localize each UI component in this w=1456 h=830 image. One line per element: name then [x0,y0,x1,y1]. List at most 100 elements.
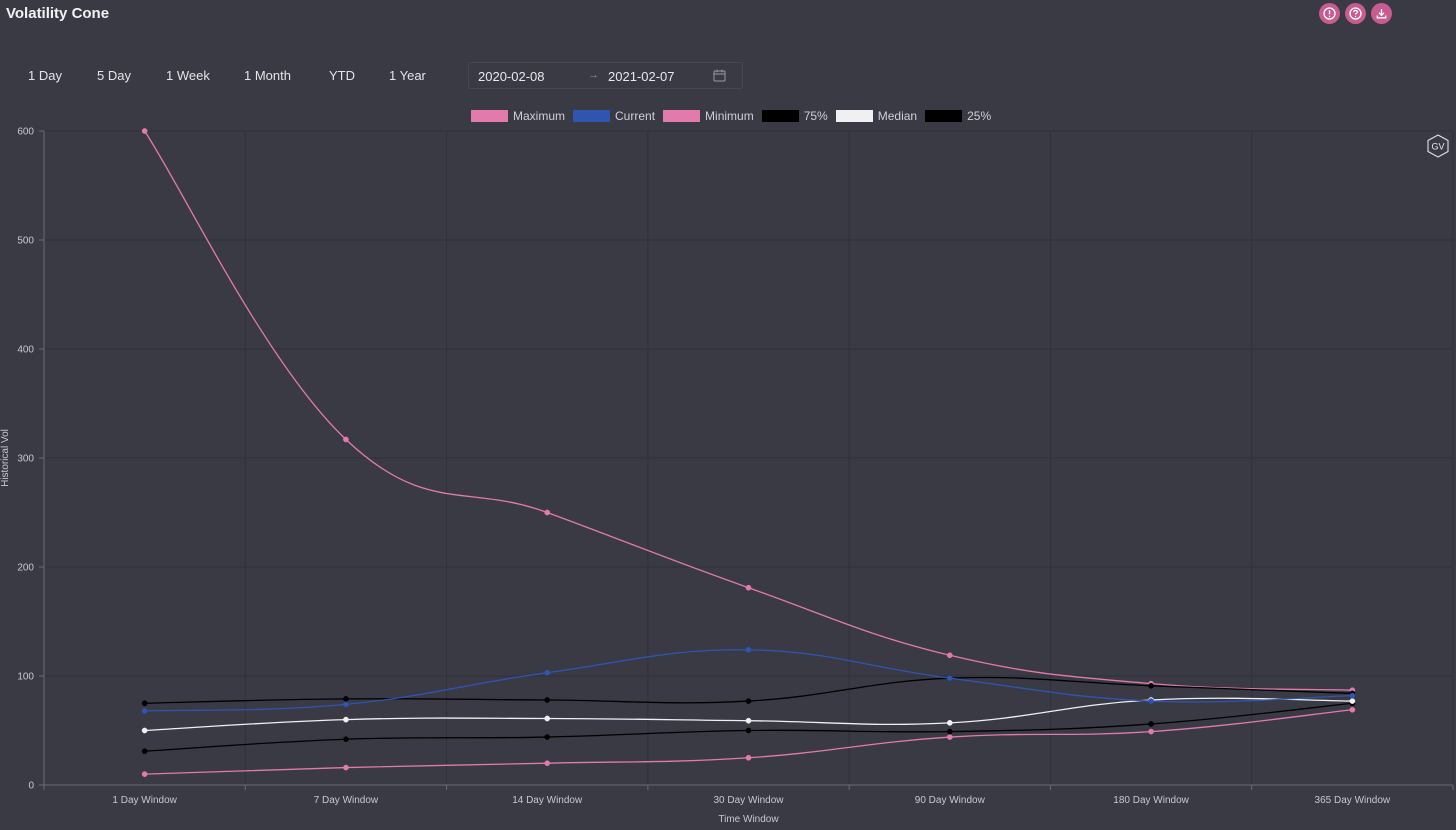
data-point-median [343,716,349,723]
legend-swatch [835,110,873,122]
legend-item-current[interactable]: Current [573,109,655,123]
data-point-maximum [544,509,551,516]
x-tick-label: 30 Day Window [713,795,784,806]
x-axis-title: Time Window [718,814,779,825]
range-ytd-button[interactable]: YTD [329,68,355,83]
data-point-current [1148,698,1154,704]
range-1-year-button[interactable]: 1 Year [389,68,426,83]
data-point-25pct [745,727,752,734]
data-point-maximum [1148,680,1154,687]
legend-swatch [573,110,611,122]
x-tick-label: 365 Day Window [1315,795,1391,806]
info-button[interactable] [1319,3,1340,24]
header-actions [1319,3,1392,24]
data-point-maximum [946,652,953,659]
y-axis-title: Historical Vol [0,429,11,487]
x-tick-label: 7 Day Window [314,795,379,806]
gv-badge-label: GV [1431,142,1444,152]
info-icon [1323,7,1336,20]
data-point-minimum [343,764,349,771]
x-tick-label: 90 Day Window [915,795,986,806]
gv-badge[interactable]: GV [1427,134,1449,158]
help-icon [1349,7,1362,20]
legend-label: 25% [967,109,992,123]
legend-item-maximum[interactable]: Maximum [471,109,565,123]
data-point-75pct [141,700,148,707]
x-tick-label: 180 Day Window [1113,795,1189,806]
data-point-minimum [1148,728,1154,735]
data-point-current [946,675,953,682]
chart-legend: Maximum Current Minimum 75% Median 25% [471,109,999,123]
series-line-maximum [144,130,1353,691]
data-point-75pct [946,675,953,682]
calendar-icon[interactable] [713,69,726,82]
x-tick-label: 1 Day Window [112,795,177,806]
data-point-maximum [343,436,349,443]
legend-label: 75% [803,109,828,123]
data-point-median [1349,698,1356,704]
end-date-input[interactable]: 2021-02-07 [608,69,675,84]
legend-label: Median [877,109,918,123]
legend-label: Current [615,109,656,123]
data-point-maximum [1349,687,1356,694]
data-point-25pct [343,736,349,743]
data-point-25pct [1148,721,1154,727]
y-tick-label: 200 [17,563,34,574]
legend-label: Minimum [705,109,754,123]
date-range-picker[interactable]: 2020-02-08 → 2021-02-07 [468,62,743,89]
data-point-75pct [544,697,551,703]
download-icon [1376,9,1387,19]
y-tick-label: 100 [17,672,34,683]
data-point-minimum [141,771,148,777]
data-point-minimum [544,760,551,767]
data-point-minimum [745,754,752,761]
data-point-75pct [343,696,349,702]
y-tick-label: 0 [28,781,34,792]
legend-swatch [761,110,799,122]
page-title: Volatility Cone [6,5,110,22]
legend-item-median[interactable]: Median [835,109,918,123]
range-1-month-button[interactable]: 1 Month [244,68,291,83]
data-point-median [946,720,953,726]
legend-swatch [471,110,508,122]
legend-item-25pct[interactable]: 25% [925,109,991,123]
date-separator: → [588,69,599,81]
data-point-25pct [1349,700,1356,707]
start-date-input[interactable]: 2020-02-08 [478,69,545,84]
range-1-week-button[interactable]: 1 Week [166,68,210,83]
legend-swatch [663,110,701,122]
legend-item-75pct[interactable]: 75% [761,109,828,123]
y-tick-label: 300 [17,454,34,465]
data-point-median [544,715,551,722]
series-line-75pct [144,676,1353,704]
data-point-25pct [946,728,953,735]
legend-swatch [925,110,963,122]
range-1-day-button[interactable]: 1 Day [28,68,62,83]
data-point-75pct [1349,690,1356,697]
data-point-maximum [141,128,148,134]
data-point-median [1148,697,1154,703]
y-tick-label: 400 [17,345,34,356]
data-point-maximum [745,584,752,591]
data-point-25pct [544,734,551,740]
series-line-median [144,697,1353,732]
data-point-75pct [1148,682,1154,689]
data-point-current [1349,692,1356,699]
legend-item-minimum[interactable]: Minimum [663,109,754,123]
series-line-25pct [144,702,1353,752]
data-point-75pct [745,698,752,704]
data-point-median [745,717,752,724]
data-point-25pct [141,748,148,755]
download-button[interactable] [1371,3,1392,24]
y-tick-label: 600 [17,127,34,138]
series-line-current [144,649,1353,712]
range-5-day-button[interactable]: 5 Day [97,68,131,83]
data-point-current [343,701,349,708]
data-point-current [745,646,752,653]
data-point-minimum [1349,706,1356,713]
y-tick-label: 500 [17,236,34,247]
help-button[interactable] [1345,3,1366,24]
data-point-minimum [946,734,953,740]
x-tick-label: 14 Day Window [512,795,583,806]
